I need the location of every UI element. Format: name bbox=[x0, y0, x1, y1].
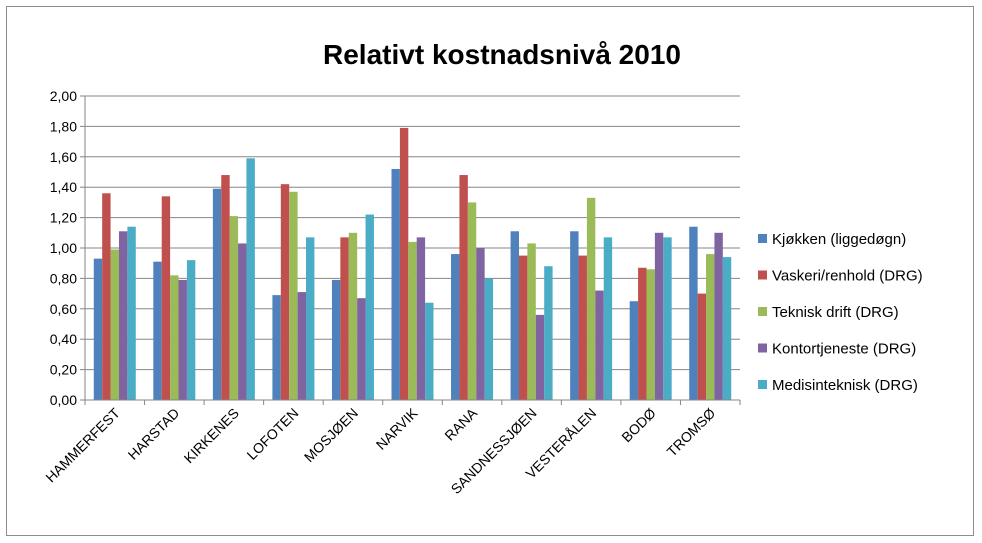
bar bbox=[102, 193, 111, 400]
bar bbox=[178, 279, 187, 400]
bar bbox=[348, 232, 358, 400]
bar bbox=[646, 269, 655, 400]
bar bbox=[544, 266, 553, 400]
bar bbox=[603, 237, 613, 400]
x-tick-label: HAMMERFEST bbox=[42, 404, 123, 485]
y-tick-label: 1,80 bbox=[50, 118, 77, 134]
bar bbox=[714, 232, 723, 400]
bar bbox=[161, 196, 171, 400]
bar bbox=[238, 243, 247, 400]
bar bbox=[127, 226, 136, 400]
bar bbox=[484, 278, 494, 400]
bar bbox=[586, 197, 596, 400]
bar bbox=[289, 191, 298, 400]
y-tick-label: 2,00 bbox=[50, 88, 77, 104]
x-tick-label: MOSJØEN bbox=[301, 405, 361, 465]
legend-entry: Teknisk drift (DRG) bbox=[772, 304, 899, 321]
bar bbox=[527, 243, 536, 400]
bar bbox=[654, 232, 664, 400]
bar bbox=[416, 237, 426, 400]
bar bbox=[331, 279, 341, 400]
bar bbox=[186, 260, 196, 400]
axes bbox=[84, 96, 741, 405]
bar bbox=[357, 298, 366, 400]
legend-swatch bbox=[758, 270, 767, 280]
legend-swatch bbox=[758, 343, 767, 353]
legend-swatch bbox=[758, 380, 767, 389]
bar bbox=[391, 168, 400, 400]
x-tick-label: TROMSØ bbox=[664, 405, 719, 460]
bars bbox=[93, 127, 732, 401]
y-tick-label: 0,60 bbox=[50, 301, 77, 317]
y-tick-label: 1,40 bbox=[50, 179, 77, 195]
y-tick-label: 1,00 bbox=[50, 240, 77, 256]
bar bbox=[638, 267, 647, 400]
bar bbox=[518, 255, 528, 400]
legend-entry: Medisinteknisk (DRG) bbox=[772, 377, 918, 394]
y-tick-label: 0,40 bbox=[50, 331, 77, 347]
bar bbox=[153, 261, 162, 400]
bar bbox=[459, 175, 468, 400]
bar bbox=[118, 231, 128, 400]
legend-entry: Vaskeri/renhold (DRG) bbox=[772, 268, 923, 285]
bar bbox=[570, 231, 579, 400]
bar bbox=[272, 295, 281, 400]
x-tick-label: HARSTAD bbox=[125, 405, 183, 463]
bar bbox=[629, 301, 639, 400]
bar bbox=[246, 158, 255, 400]
bar bbox=[663, 237, 672, 400]
bar bbox=[578, 255, 587, 400]
bar bbox=[297, 292, 307, 400]
legend-entry: Kontortjeneste (DRG) bbox=[772, 341, 916, 358]
legend-swatch bbox=[758, 307, 767, 316]
bar bbox=[280, 184, 290, 400]
bar bbox=[510, 231, 519, 400]
bar bbox=[722, 257, 732, 400]
bar bbox=[425, 302, 434, 400]
legend-entry: Kjøkken (liggedøgn) bbox=[772, 231, 906, 248]
x-tick-label: BODØ bbox=[618, 405, 659, 446]
bar bbox=[221, 175, 230, 400]
bar bbox=[697, 293, 707, 400]
x-tick-label: LOFOTEN bbox=[243, 405, 301, 463]
bar bbox=[212, 188, 222, 400]
bar bbox=[595, 290, 604, 400]
bar bbox=[306, 237, 315, 400]
bar bbox=[706, 254, 715, 400]
bar bbox=[467, 202, 477, 400]
bar bbox=[451, 254, 460, 400]
bar bbox=[365, 214, 374, 400]
x-tick-label: NARVIK bbox=[373, 404, 421, 452]
y-tick-label: 0,80 bbox=[50, 270, 77, 286]
chart-title: Relativt kostnadsnivå 2010 bbox=[323, 39, 681, 70]
y-axis-tick-labels: 0,00 0,20 0,40 0,60 0,80 1,00 1,20 1,40 1,60 1,80… bbox=[50, 88, 77, 408]
bar bbox=[229, 216, 239, 400]
bar bbox=[535, 314, 545, 400]
x-tick-label: KIRKENES bbox=[181, 405, 242, 466]
y-tick-label: 0,20 bbox=[50, 362, 77, 378]
bar bbox=[170, 275, 179, 400]
legend: Kjøkken (liggedøgn) Vaskeri/renhold (DRG)… bbox=[758, 231, 923, 394]
bar bbox=[476, 248, 485, 400]
y-tick-label: 1,20 bbox=[50, 210, 77, 226]
bar bbox=[110, 249, 119, 400]
x-tick-label: RANA bbox=[441, 404, 480, 443]
bar bbox=[399, 127, 409, 401]
bar bbox=[408, 241, 417, 400]
bar bbox=[340, 237, 349, 400]
bar bbox=[93, 258, 103, 400]
y-tick-label: 1,60 bbox=[50, 149, 77, 165]
legend-swatch bbox=[758, 234, 767, 243]
y-tick-label: 0,00 bbox=[50, 392, 77, 408]
bar bbox=[689, 226, 698, 400]
